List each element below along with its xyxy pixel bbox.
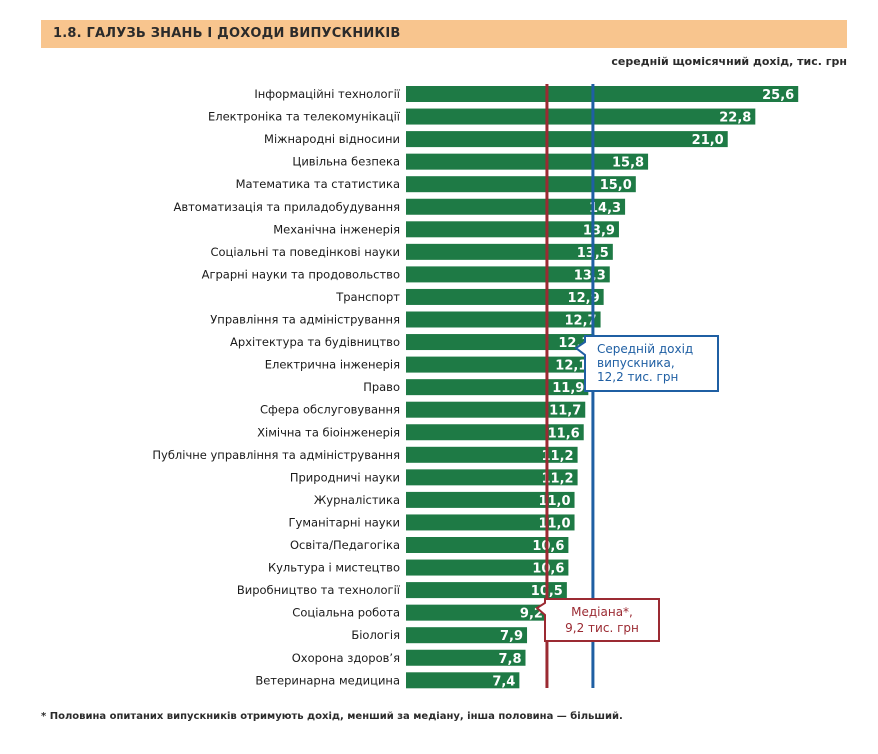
- mean-callout-text: випускника,: [597, 356, 675, 370]
- category-label: Архітектура та будівництво: [230, 335, 400, 349]
- value-label: 12,7: [564, 314, 596, 329]
- category-label: Електроніка та телекомунікації: [208, 110, 401, 124]
- value-label: 11,2: [542, 471, 574, 486]
- category-label: Охорона здоров’я: [292, 651, 400, 665]
- value-label: 11,7: [549, 404, 581, 419]
- value-label: 15,0: [600, 178, 632, 193]
- unit-note: середній щомісячний дохід, тис. грн: [611, 55, 847, 68]
- bar: [406, 401, 586, 418]
- bar: [406, 243, 613, 260]
- value-label: 7,4: [492, 674, 515, 689]
- mean-callout-box: [574, 335, 719, 392]
- bar: [406, 604, 547, 621]
- value-label: 7,9: [500, 629, 523, 644]
- bar: [406, 424, 584, 441]
- bar: [406, 649, 526, 666]
- category-label: Журналістика: [314, 493, 400, 507]
- category-label: Аграрні науки та продовольство: [202, 267, 400, 281]
- category-label: Природничі науки: [290, 470, 400, 484]
- category-label: Соціальні та поведінкові науки: [210, 245, 400, 259]
- category-label: Міжнародні відносини: [264, 132, 400, 146]
- bar: [406, 108, 756, 125]
- category-label: Математика та статистика: [236, 177, 400, 191]
- mean-callout-text: 12,2 тис. грн: [597, 370, 678, 384]
- value-label: 21,0: [692, 133, 724, 148]
- category-label: Управління та адміністрування: [210, 313, 400, 327]
- category-label: Автоматизація та приладобудування: [173, 200, 400, 214]
- bar: [406, 198, 626, 215]
- header-bar: 1.8. ГАЛУЗЬ ЗНАНЬ І ДОХОДИ ВИПУСКНИКІВ: [41, 20, 847, 48]
- value-label: 14,3: [589, 201, 621, 216]
- category-label: Електрична інженерія: [265, 358, 400, 372]
- bar: [406, 311, 601, 328]
- bar: [406, 491, 575, 508]
- value-label: 11,2: [542, 449, 574, 464]
- bar: [406, 288, 604, 305]
- bar: [406, 537, 569, 553]
- bar: [406, 356, 592, 373]
- category-label: Біологія: [351, 628, 400, 642]
- value-label: 25,6: [762, 88, 794, 103]
- category-label: Право: [363, 380, 400, 394]
- bar: [406, 582, 567, 599]
- bar: [406, 379, 589, 396]
- category-label: Виробництво та технології: [237, 583, 401, 597]
- median-callout-box: [535, 598, 660, 642]
- bar: [406, 672, 520, 689]
- value-label: 9,2: [520, 607, 543, 622]
- category-label: Соціальна робота: [292, 606, 400, 620]
- bar: [406, 559, 569, 576]
- bar: [406, 469, 578, 486]
- bar: [406, 86, 799, 102]
- value-label: 13,9: [583, 223, 615, 238]
- value-label: 11,9: [552, 381, 584, 396]
- value-label: 11,0: [538, 494, 570, 509]
- category-label: Сфера обслуговування: [260, 403, 400, 417]
- category-label: Транспорт: [335, 290, 400, 304]
- value-label: 22,8: [719, 111, 751, 126]
- value-label: 11,0: [538, 516, 570, 531]
- value-label: 13,3: [574, 268, 606, 283]
- category-label: Механічна інженерія: [273, 222, 400, 236]
- bar: [406, 446, 578, 463]
- bar: [406, 221, 619, 238]
- category-label: Ветеринарна медицина: [255, 673, 400, 687]
- category-label: Цивільна безпека: [292, 155, 400, 169]
- page-title: 1.8. ГАЛУЗЬ ЗНАНЬ І ДОХОДИ ВИПУСКНИКІВ: [53, 26, 401, 41]
- category-label: Хімічна та біоінженерія: [257, 425, 400, 439]
- category-label: Освіта/Педагогіка: [290, 538, 400, 552]
- category-label: Культура і мистецтво: [268, 561, 400, 575]
- bar: [406, 176, 636, 193]
- median-callout-text: Медіана*,: [571, 605, 633, 619]
- value-label: 11,6: [548, 426, 580, 441]
- value-label: 15,8: [612, 156, 644, 171]
- mean-callout-text: Середній дохід: [597, 342, 693, 356]
- bar: [406, 131, 728, 148]
- bar: [406, 627, 528, 644]
- category-label: Публічне управління та адміністрування: [152, 448, 400, 462]
- category-label: Інформаційні технології: [254, 87, 400, 101]
- bar: [406, 266, 610, 283]
- category-label: Гуманітарні науки: [289, 515, 400, 529]
- value-label: 12,1: [555, 359, 587, 374]
- bar: [406, 514, 575, 531]
- value-label: 7,8: [498, 652, 521, 667]
- value-label: 12,9: [568, 291, 600, 306]
- median-callout-text: 9,2 тис. грн: [565, 621, 639, 635]
- footnote: * Половина опитаних випускників отримуют…: [41, 711, 623, 722]
- bar: [406, 153, 649, 170]
